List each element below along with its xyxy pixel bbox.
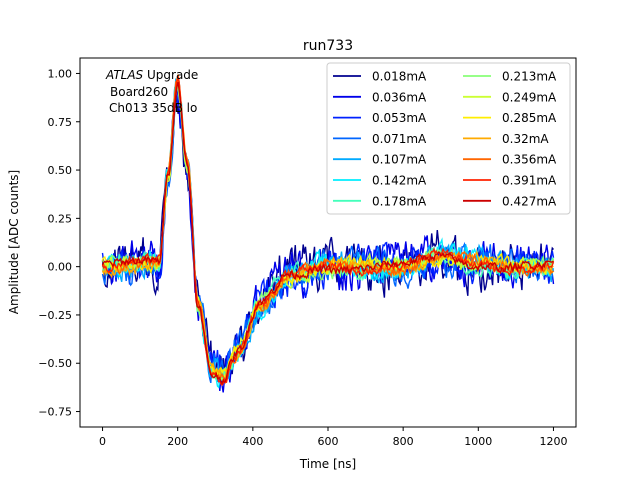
legend: 0.018mA 0.036mA 0.053mA 0.071mA 0.107mA 0.142… <box>326 62 571 215</box>
annotation: ATLAS Upgrade Board260 Ch013 35dB lo <box>105 68 198 115</box>
y-tick-label: −0.50 <box>38 357 72 370</box>
series-layer <box>101 74 555 393</box>
legend-label: 0.142mA <box>372 174 427 188</box>
annotation-line-3: Ch013 35dB lo <box>109 101 197 115</box>
x-tick-label: 200 <box>167 435 188 448</box>
x-tick-label: 600 <box>318 435 339 448</box>
y-tick-label: 0.00 <box>48 261 73 274</box>
legend-label: 0.249mA <box>502 90 557 104</box>
y-tick-label: 1.00 <box>48 67 73 80</box>
x-tick-label: 1000 <box>464 435 492 448</box>
annotation-line-1: ATLAS Upgrade <box>105 68 198 82</box>
x-axis-label: Time [ns] <box>299 457 356 471</box>
legend-label: 0.107mA <box>372 153 427 167</box>
legend-label: 0.285mA <box>502 111 557 125</box>
annotation-upgrade: Upgrade <box>143 68 198 82</box>
legend-label: 0.071mA <box>372 132 427 146</box>
y-tick-label: 0.50 <box>48 164 73 177</box>
y-tick-label: 0.75 <box>48 116 73 129</box>
x-tick-label: 1200 <box>539 435 567 448</box>
x-tick-label: 400 <box>242 435 263 448</box>
legend-label: 0.427mA <box>502 194 557 208</box>
annotation-atlas: ATLAS <box>105 68 144 82</box>
x-tick-label: 800 <box>393 435 414 448</box>
annotation-line-2: Board260 <box>110 85 168 99</box>
legend-label: 0.391mA <box>502 174 557 188</box>
legend-label: 0.178mA <box>372 194 427 208</box>
series-line <box>101 81 554 385</box>
y-tick-label: −0.75 <box>38 406 72 419</box>
legend-label: 0.32mA <box>502 132 549 146</box>
y-tick-label: −0.25 <box>38 309 72 322</box>
y-tick-label: 0.25 <box>48 212 73 225</box>
legend-label: 0.356mA <box>502 153 557 167</box>
legend-box <box>326 62 571 215</box>
legend-label: 0.018mA <box>372 70 427 84</box>
legend-label: 0.053mA <box>372 111 427 125</box>
x-axis: 0 200 400 600 800 1000 1200 <box>99 427 567 448</box>
x-tick-label: 0 <box>99 435 106 448</box>
y-axis-label: Amplitude [ADC counts] <box>7 170 21 314</box>
y-axis: −0.75 −0.50 −0.25 0.00 0.25 0.50 0.75 1.00 <box>38 67 80 419</box>
legend-label: 0.036mA <box>372 90 427 104</box>
legend-label: 0.213mA <box>502 70 557 84</box>
chart-title: run733 <box>303 38 353 54</box>
